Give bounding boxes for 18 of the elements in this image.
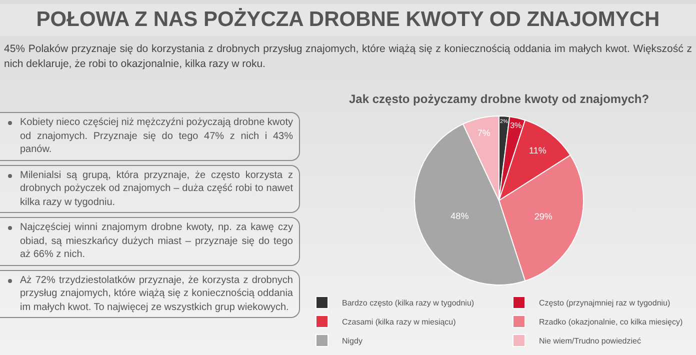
chart-title: POŁOWA Z NAS POŻYCZA DROBNE KWOTY OD ZNAJOMYCH	[0, 4, 696, 36]
text: Najczęściej winni znajomym drobne kwoty, np. za kawę czy obiad, są mieszkańcy dużych miast – przyznaje się do tego aż 66% z nich.	[0, 217, 300, 266]
chart-subtitle: 45% Polaków przyznaje się do korzystania z drobnych przysług znajomych, które wiążą się z koniecznością oddania im małych kwot. Większość z nich deklaruje, że robi to okazjonalnie, kilka razy w roku.	[4, 42, 692, 72]
data-label: 3%	[510, 120, 522, 130]
data-label: 11%	[529, 146, 546, 156]
legend-label: Bardzo często (kilka razy w tygodniu)	[342, 298, 474, 308]
legend-label: Często (przynajmniej raz w tygodniu)	[539, 298, 670, 308]
text: Kobiety nieco częściej niż mężczyźni pożyczają drobne kwoty od znajomych. Przyznaje się do tego 47% z nich i 43% panów.	[0, 112, 300, 160]
data-label: 29%	[534, 211, 552, 222]
text: Jak często pożyczamy drobne kwoty od znajomych?	[349, 92, 650, 106]
text: Aż 72% trzydziestolatków przyznaje, że korzysta z drobnych przysług znajomych, które wiążą się z koniecznością oddania im małych kwot. To najwięcej ze wszystkich grup wiekowych.	[0, 270, 300, 318]
legend-label: Rzadko (okazjonalnie, co kilka miesięcy)	[539, 318, 683, 327]
legend-label: Czasami (kilka razy w miesiącu)	[342, 318, 456, 327]
legend-label: Nigdy	[342, 336, 362, 346]
legend-label: Nie wiem/Trudno powiedzieć	[539, 336, 641, 346]
data-label: 7%	[477, 128, 490, 138]
data-label: 48%	[450, 211, 469, 222]
text: Milenialsi są grupą, która przyznaje, że często korzysta z drobnych pożyczek od znajomych – duża część robi to nawet kilka razy w tygodniu.	[0, 164, 300, 213]
